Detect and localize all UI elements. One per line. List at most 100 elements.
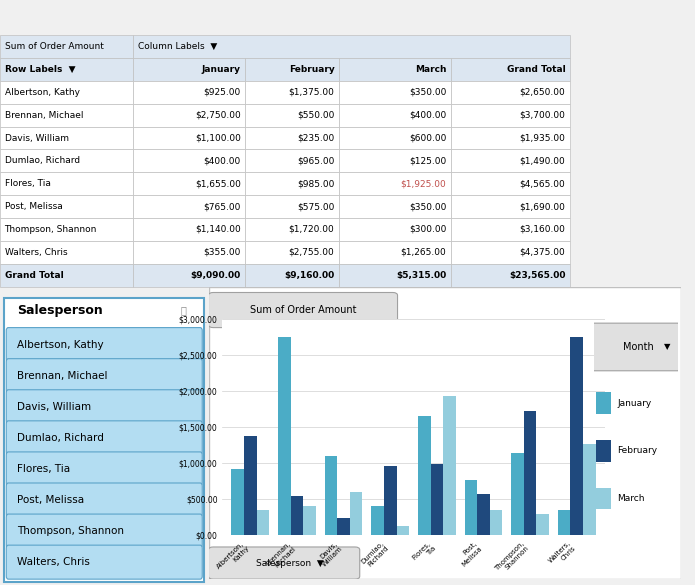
Text: Albertson, Kathy: Albertson, Kathy xyxy=(5,88,79,97)
Bar xyxy=(339,173,451,195)
Text: Albertson, Kathy: Albertson, Kathy xyxy=(17,340,104,350)
Text: Column Labels  ▼: Column Labels ▼ xyxy=(138,42,218,51)
FancyBboxPatch shape xyxy=(6,483,202,517)
Bar xyxy=(339,149,451,173)
Text: Thompson, Shannon: Thompson, Shannon xyxy=(17,526,124,536)
Bar xyxy=(133,149,245,173)
Bar xyxy=(418,416,430,535)
Bar xyxy=(397,526,409,535)
Text: $1,690.00: $1,690.00 xyxy=(519,202,565,211)
Bar xyxy=(0,264,133,287)
Text: $600.00: $600.00 xyxy=(409,133,446,143)
Text: Brennan, Michael: Brennan, Michael xyxy=(5,111,83,120)
Bar xyxy=(339,126,451,149)
Text: January: January xyxy=(618,399,652,408)
Text: $300.00: $300.00 xyxy=(409,225,446,234)
Bar xyxy=(0,35,133,58)
Text: March: March xyxy=(618,494,645,503)
Text: $235.00: $235.00 xyxy=(297,133,334,143)
Text: $3,700.00: $3,700.00 xyxy=(519,111,565,120)
Text: $9,090.00: $9,090.00 xyxy=(190,271,240,280)
Bar xyxy=(371,507,384,535)
Bar xyxy=(0,104,133,126)
Bar xyxy=(325,456,337,535)
Bar xyxy=(133,58,245,81)
Text: ▼: ▼ xyxy=(664,342,671,352)
Text: 🔽: 🔽 xyxy=(181,305,186,315)
Bar xyxy=(558,510,571,535)
Bar xyxy=(451,104,570,126)
Bar xyxy=(477,494,490,535)
Text: $1,925.00: $1,925.00 xyxy=(400,179,446,188)
Text: Dumlao, Richard: Dumlao, Richard xyxy=(5,156,80,166)
Text: Month: Month xyxy=(623,342,654,352)
Bar xyxy=(245,264,339,287)
Text: $5,315.00: $5,315.00 xyxy=(396,271,446,280)
Text: $355.00: $355.00 xyxy=(204,248,240,257)
Bar xyxy=(451,81,570,104)
FancyBboxPatch shape xyxy=(6,545,202,579)
Text: February: February xyxy=(288,65,334,74)
Bar xyxy=(244,436,256,535)
Text: $1,935.00: $1,935.00 xyxy=(519,133,565,143)
Text: Grand Total: Grand Total xyxy=(5,271,63,280)
FancyBboxPatch shape xyxy=(208,547,360,579)
Text: Flores, Tia: Flores, Tia xyxy=(5,179,51,188)
Text: $1,265.00: $1,265.00 xyxy=(400,248,446,257)
Text: $765.00: $765.00 xyxy=(204,202,240,211)
Bar xyxy=(339,195,451,218)
Bar xyxy=(451,264,570,287)
Text: $575.00: $575.00 xyxy=(297,202,334,211)
Text: $2,750.00: $2,750.00 xyxy=(195,111,240,120)
Bar xyxy=(245,218,339,241)
Bar xyxy=(245,104,339,126)
Bar xyxy=(245,58,339,81)
Text: Davis, William: Davis, William xyxy=(17,402,91,412)
Bar xyxy=(133,35,570,58)
Bar xyxy=(245,173,339,195)
Text: $3,160.00: $3,160.00 xyxy=(519,225,565,234)
Text: February: February xyxy=(618,446,657,455)
FancyBboxPatch shape xyxy=(6,421,202,455)
Text: Dumlao, Richard: Dumlao, Richard xyxy=(17,433,104,443)
FancyBboxPatch shape xyxy=(6,452,202,486)
Text: $4,565.00: $4,565.00 xyxy=(520,179,565,188)
Bar xyxy=(0,195,133,218)
Text: $1,490.00: $1,490.00 xyxy=(520,156,565,166)
Bar xyxy=(245,149,339,173)
Bar xyxy=(0,126,133,149)
Bar xyxy=(133,195,245,218)
Bar xyxy=(350,492,363,535)
Bar xyxy=(451,241,570,264)
Bar xyxy=(451,195,570,218)
Text: Salesperson  ▼: Salesperson ▼ xyxy=(256,559,323,567)
Text: Grand Total: Grand Total xyxy=(507,65,565,74)
Bar xyxy=(384,466,397,535)
Bar xyxy=(0,173,133,195)
Text: $400.00: $400.00 xyxy=(409,111,446,120)
Text: Thompson, Shannon: Thompson, Shannon xyxy=(5,225,97,234)
Text: $985.00: $985.00 xyxy=(297,179,334,188)
Bar xyxy=(231,469,244,535)
Bar xyxy=(0,149,133,173)
Bar xyxy=(0,81,133,104)
Text: $2,755.00: $2,755.00 xyxy=(288,248,334,257)
Text: Salesperson: Salesperson xyxy=(17,304,102,316)
Bar xyxy=(596,393,611,414)
Text: $1,720.00: $1,720.00 xyxy=(288,225,334,234)
Bar xyxy=(596,440,611,462)
FancyBboxPatch shape xyxy=(208,292,398,328)
Bar xyxy=(512,453,524,535)
Text: $1,655.00: $1,655.00 xyxy=(195,179,240,188)
Bar xyxy=(133,173,245,195)
Text: Davis, William: Davis, William xyxy=(5,133,69,143)
Text: Post, Melissa: Post, Melissa xyxy=(17,495,84,505)
Bar xyxy=(339,58,451,81)
Bar xyxy=(339,218,451,241)
FancyBboxPatch shape xyxy=(593,323,679,371)
Bar xyxy=(133,104,245,126)
Text: Flores, Tia: Flores, Tia xyxy=(17,464,70,474)
Text: $965.00: $965.00 xyxy=(297,156,334,166)
FancyBboxPatch shape xyxy=(6,390,202,424)
Bar xyxy=(245,81,339,104)
